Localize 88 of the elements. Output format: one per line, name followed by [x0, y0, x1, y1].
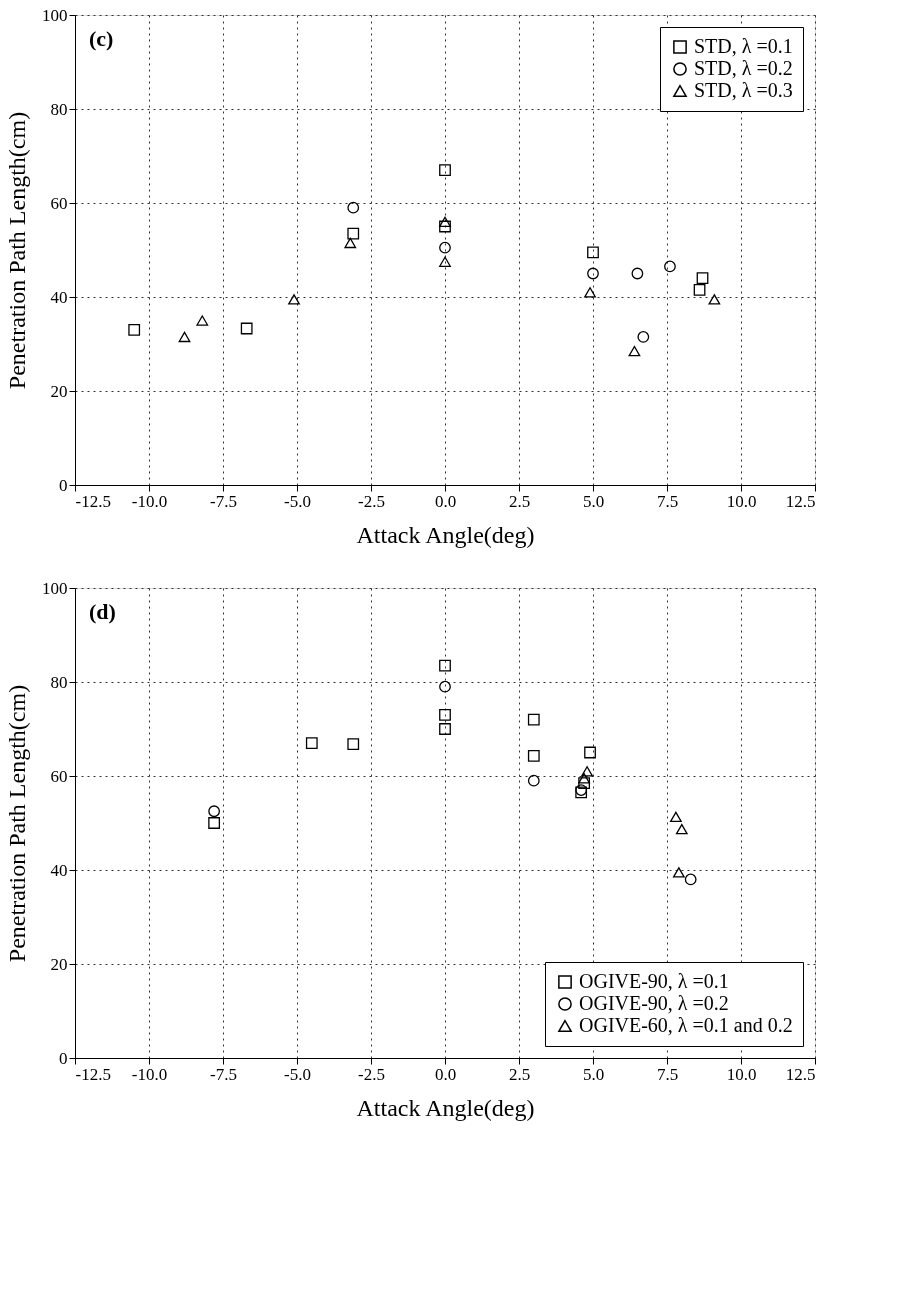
point [208, 805, 221, 818]
point [178, 331, 191, 343]
legend-label: STD, λ =0.3 [694, 79, 793, 101]
y-axis-title: Penetration Path Length(cm) [4, 111, 30, 390]
point [439, 256, 451, 267]
point [675, 823, 688, 835]
point [305, 737, 318, 749]
point [696, 272, 709, 285]
legend-label: OGIVE-90, λ =0.1 [579, 970, 729, 992]
x-tick-label: -10.0 [131, 1064, 168, 1084]
point [439, 164, 451, 176]
x-tick-label: 12.5 [785, 1064, 816, 1084]
point [708, 294, 721, 305]
point [208, 817, 221, 829]
legend-label: OGIVE-90, λ =0.2 [579, 992, 729, 1014]
point [637, 331, 650, 343]
x-tick-label: 5.0 [582, 491, 605, 511]
x-tick-label: 2.5 [508, 491, 531, 511]
x-tick-label: 10.0 [726, 491, 757, 511]
point [693, 284, 706, 296]
point [664, 260, 676, 273]
x-axis-title: Attack Angle(deg) [356, 1094, 535, 1121]
y-tick-label: 60 [50, 193, 68, 213]
point [439, 723, 451, 735]
point [527, 749, 540, 762]
point [196, 315, 209, 326]
x-tick-label: 12.5 [785, 491, 816, 511]
y-tick-label: 0 [59, 475, 68, 495]
y-tick-label: 20 [50, 381, 68, 401]
point [669, 811, 682, 823]
point [527, 713, 540, 726]
point [684, 873, 697, 886]
point [439, 216, 451, 227]
legend-label: STD, λ =0.1 [694, 35, 793, 57]
point [584, 287, 596, 298]
point [344, 237, 357, 249]
x-tick-label: 0.0 [434, 1064, 457, 1084]
x-tick-label: -5.0 [284, 1064, 311, 1084]
y-tick-label: 0 [59, 1048, 68, 1068]
point [584, 746, 596, 759]
x-tick-label: -7.5 [210, 491, 237, 511]
y-tick-label: 60 [50, 766, 68, 786]
point [439, 709, 451, 721]
point [581, 766, 593, 777]
y-tick-label: 40 [50, 287, 68, 307]
point [347, 227, 360, 240]
point [439, 220, 451, 233]
y-tick-label: 20 [50, 954, 68, 974]
y-tick-label: 100 [42, 578, 68, 598]
x-tick-label: -5.0 [284, 491, 311, 511]
y-tick-label: 80 [50, 672, 68, 692]
point [587, 246, 599, 259]
point [439, 659, 451, 672]
annotation: (d) [89, 599, 116, 624]
x-tick-label: -12.5 [75, 1064, 111, 1084]
y-tick-label: 80 [50, 99, 68, 119]
x-tick-label: -7.5 [210, 1064, 237, 1084]
annotation: (c) [89, 26, 114, 51]
point [240, 322, 253, 335]
point [128, 324, 141, 336]
x-tick-label: -10.0 [131, 491, 168, 511]
point [288, 294, 300, 305]
x-tick-label: 2.5 [508, 1064, 531, 1084]
x-tick-label: 7.5 [656, 1064, 679, 1084]
point [578, 777, 591, 789]
y-tick-label: 100 [42, 5, 68, 25]
x-tick-label: -2.5 [358, 491, 385, 511]
legend-label: OGIVE-60, λ =0.1 and 0.2 [579, 1014, 793, 1036]
x-tick-label: -12.5 [75, 491, 111, 511]
point [439, 680, 451, 693]
x-axis-title: Attack Angle(deg) [356, 521, 535, 548]
point [631, 267, 644, 280]
x-tick-label: -2.5 [358, 1064, 385, 1084]
point [578, 773, 591, 784]
x-tick-label: 7.5 [656, 491, 679, 511]
point [672, 867, 685, 878]
point [628, 345, 641, 357]
x-tick-label: 10.0 [726, 1064, 757, 1084]
x-tick-label: 5.0 [582, 1064, 605, 1084]
legend-label: STD, λ =0.2 [694, 57, 793, 79]
y-axis-title: Penetration Path Length(cm) [4, 684, 30, 963]
x-tick-label: 0.0 [434, 491, 457, 511]
y-tick-label: 40 [50, 860, 68, 880]
point [439, 241, 451, 254]
point [347, 738, 360, 750]
point [347, 201, 360, 214]
point [527, 774, 540, 787]
point [587, 267, 599, 280]
